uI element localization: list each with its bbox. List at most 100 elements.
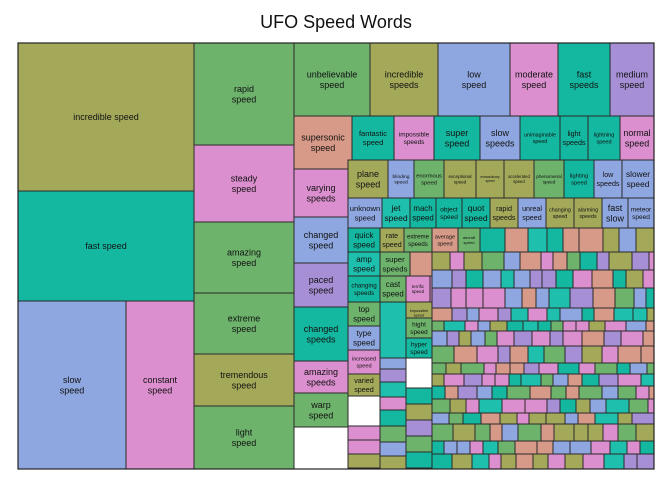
treemap-tile bbox=[347, 275, 381, 303]
small-tile bbox=[465, 287, 484, 309]
treemap-tile bbox=[509, 42, 559, 117]
treemap-tile bbox=[347, 325, 381, 351]
small-tile bbox=[614, 287, 635, 309]
small-tile bbox=[590, 440, 611, 455]
small-tile bbox=[465, 269, 484, 289]
small-tile bbox=[564, 345, 583, 364]
treemap-tile bbox=[435, 197, 463, 229]
small-tile bbox=[431, 385, 446, 400]
small-tile bbox=[628, 398, 649, 414]
small-tile bbox=[578, 385, 603, 400]
treemap-tile bbox=[517, 197, 547, 229]
tile-label: fast speed bbox=[85, 241, 127, 251]
small-tile bbox=[480, 412, 501, 425]
small-tile bbox=[466, 307, 480, 322]
small-tile bbox=[564, 453, 584, 470]
tile-label: enormous speed bbox=[416, 174, 442, 187]
small-tile bbox=[540, 373, 554, 387]
treemap-tile bbox=[393, 115, 435, 161]
tile-label: amazing speeds bbox=[304, 367, 338, 388]
tile-label: plane speed bbox=[356, 169, 381, 190]
small-tile bbox=[491, 385, 508, 400]
tile-label: fast speeds bbox=[569, 69, 599, 90]
small-tile bbox=[431, 423, 454, 442]
tile-label: slow speed bbox=[60, 375, 85, 396]
small-tile bbox=[489, 320, 508, 332]
treemap-tile bbox=[619, 115, 655, 161]
small-tile bbox=[648, 385, 655, 400]
small-tile bbox=[557, 362, 580, 375]
tile-label: light speed bbox=[232, 427, 257, 448]
tile-label: jet speed bbox=[384, 203, 408, 223]
small-tile bbox=[577, 412, 596, 425]
small-tile bbox=[528, 412, 547, 425]
small-tile bbox=[431, 362, 447, 375]
small-tile bbox=[506, 320, 524, 332]
treemap-tile bbox=[437, 42, 511, 117]
small-tile bbox=[566, 251, 581, 271]
tile-label: alarming speeds bbox=[578, 208, 599, 220]
treemap-tile bbox=[293, 42, 371, 117]
tile-label: extraordinary speed bbox=[480, 175, 500, 183]
small-tile bbox=[546, 227, 564, 253]
small-tile bbox=[484, 330, 498, 347]
small-tile bbox=[535, 287, 550, 309]
small-tile bbox=[479, 227, 506, 253]
small-tile bbox=[552, 251, 568, 271]
treemap-tile bbox=[193, 144, 295, 223]
small-tile bbox=[496, 330, 515, 347]
small-tile bbox=[431, 251, 451, 271]
small-tile bbox=[452, 423, 476, 442]
tile-label: unreal speed bbox=[522, 205, 542, 222]
small-tile bbox=[514, 440, 538, 455]
small-tile bbox=[640, 373, 655, 387]
small-tile bbox=[464, 320, 479, 332]
tile-label: supersonic speed bbox=[301, 132, 345, 153]
small-tile bbox=[564, 412, 579, 425]
small-tile bbox=[546, 398, 561, 414]
small-tile bbox=[453, 345, 478, 364]
small-tile bbox=[513, 330, 533, 347]
small-tile bbox=[543, 345, 566, 364]
treemap-tile bbox=[563, 159, 595, 199]
small-tile bbox=[497, 345, 511, 364]
small-tile bbox=[471, 453, 490, 470]
small-tile bbox=[508, 373, 522, 387]
small-tile bbox=[639, 440, 655, 455]
small-tile bbox=[474, 423, 491, 442]
small-tile bbox=[347, 453, 381, 469]
tile-label: phenomenal speed bbox=[536, 174, 561, 185]
small-tile bbox=[578, 362, 596, 375]
small-tile bbox=[617, 423, 637, 442]
tile-label: changing speed bbox=[549, 208, 571, 220]
small-tile bbox=[379, 381, 407, 398]
treemap-tile bbox=[193, 221, 295, 294]
treemap-tile bbox=[347, 159, 389, 199]
small-tile bbox=[497, 440, 516, 455]
small-tile bbox=[559, 307, 583, 322]
small-tile bbox=[431, 307, 453, 322]
small-tile bbox=[460, 362, 485, 375]
small-tile bbox=[463, 373, 483, 387]
treemap-tile bbox=[369, 42, 439, 117]
small-tile bbox=[617, 373, 642, 387]
tile-label: slower speed bbox=[626, 169, 650, 189]
tile-label: normal speed bbox=[623, 128, 650, 149]
small-tile bbox=[515, 453, 534, 470]
small-tile bbox=[613, 307, 634, 322]
small-tile bbox=[504, 287, 523, 309]
tile-label: constant speed bbox=[143, 375, 178, 396]
small-tile bbox=[646, 362, 655, 375]
small-tile bbox=[431, 412, 450, 425]
small-tile bbox=[635, 385, 650, 400]
small-tile bbox=[608, 251, 633, 271]
tile-label: unknown speed bbox=[350, 204, 381, 222]
small-tile bbox=[588, 320, 606, 332]
small-tile bbox=[465, 398, 480, 414]
small-tile bbox=[591, 269, 614, 289]
small-tile bbox=[431, 440, 445, 455]
tile-label: varying speeds bbox=[306, 183, 336, 204]
treemap-tile bbox=[573, 197, 603, 229]
small-tile bbox=[482, 269, 502, 289]
